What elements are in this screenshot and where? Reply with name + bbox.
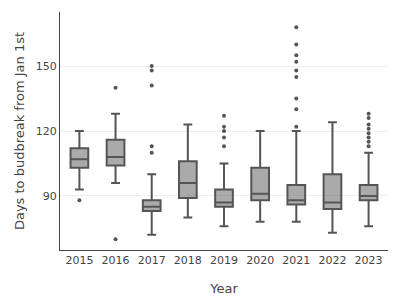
svg-text:2020: 2020	[246, 254, 274, 267]
svg-text:2023: 2023	[355, 254, 383, 267]
svg-text:2022: 2022	[318, 254, 346, 267]
svg-text:2016: 2016	[102, 254, 130, 267]
svg-text:2018: 2018	[174, 254, 202, 267]
svg-text:Year: Year	[209, 281, 238, 296]
svg-text:Days to budbreak from Jan 1st: Days to budbreak from Jan 1st	[12, 32, 27, 230]
svg-text:90: 90	[43, 190, 57, 203]
svg-text:2017: 2017	[138, 254, 166, 267]
svg-text:150: 150	[36, 60, 57, 73]
svg-text:120: 120	[36, 125, 57, 138]
svg-text:2015: 2015	[65, 254, 93, 267]
svg-text:2021: 2021	[282, 254, 310, 267]
svg-text:2019: 2019	[210, 254, 238, 267]
